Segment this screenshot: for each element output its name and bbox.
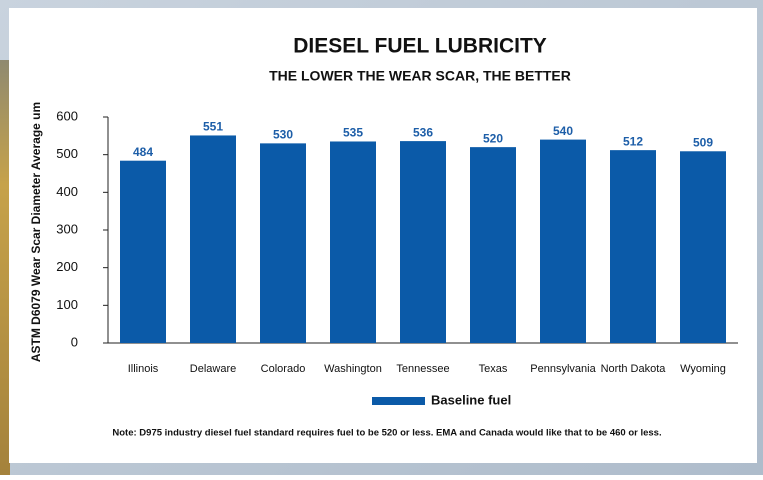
x-tick-label: Wyoming: [680, 363, 726, 375]
x-tick-label: Delaware: [190, 363, 236, 375]
bar: [190, 135, 236, 343]
bar: [610, 150, 656, 343]
value-label: 536: [413, 125, 433, 139]
x-tick-label: Texas: [479, 363, 508, 375]
value-label: 484: [133, 145, 153, 159]
bar: [540, 140, 586, 343]
chart-subtitle: THE LOWER THE WEAR SCAR, THE BETTER: [269, 68, 571, 84]
x-tick-label: Colorado: [261, 363, 306, 375]
bar: [470, 147, 516, 343]
x-tick-label: Washington: [324, 363, 382, 375]
y-tick-label: 300: [56, 221, 78, 236]
bar: [330, 141, 376, 343]
bar: [400, 141, 446, 343]
value-label: 509: [693, 135, 713, 149]
x-tick-label: Tennessee: [396, 363, 449, 375]
x-tick-label: Pennsylvania: [530, 363, 596, 375]
bar: [680, 151, 726, 343]
y-tick-label: 0: [71, 334, 78, 349]
legend-label: Baseline fuel: [431, 392, 511, 407]
y-tick-label: 100: [56, 297, 78, 312]
value-label: 520: [483, 131, 503, 145]
y-tick-label: 200: [56, 259, 78, 274]
x-tick-label: Illinois: [128, 363, 159, 375]
x-tick-label: North Dakota: [601, 363, 667, 375]
chart: DIESEL FUEL LUBRICITY THE LOWER THE WEAR…: [0, 0, 763, 475]
value-label: 530: [273, 128, 293, 142]
bar: [260, 143, 306, 343]
bar: [120, 161, 166, 343]
value-label: 535: [343, 126, 363, 140]
value-label: 540: [553, 124, 573, 138]
y-tick-label: 500: [56, 146, 78, 161]
value-label: 512: [623, 134, 643, 148]
note: Note: D975 industry diesel fuel standard…: [112, 428, 661, 439]
legend-swatch: [372, 397, 425, 405]
y-tick-label: 400: [56, 184, 78, 199]
background-image: [0, 60, 10, 475]
value-label: 551: [203, 120, 223, 134]
y-tick-label: 600: [56, 108, 78, 123]
y-axis-label: ASTM D6079 Wear Scar Diameter Average um: [29, 102, 43, 362]
chart-title: DIESEL FUEL LUBRICITY: [293, 35, 547, 58]
